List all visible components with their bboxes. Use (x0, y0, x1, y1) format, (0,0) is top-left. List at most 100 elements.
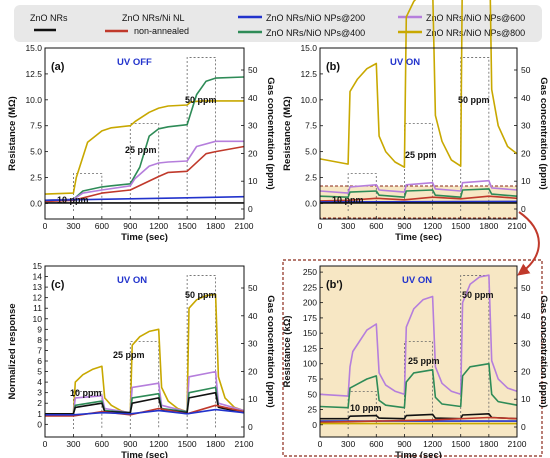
uv-mode-label: UV ON (390, 57, 420, 68)
concentration-step-2 (129, 122, 160, 211)
y-tick-label: 10.0 (25, 95, 42, 105)
x-tick-label: 0 (43, 439, 48, 449)
y-tick-label: 2.5 (305, 173, 317, 183)
y-tick-label: 150 (303, 328, 317, 338)
series-line-zno-nrs-ni-nl (44, 145, 245, 203)
y2-tick-label: 50 (248, 65, 258, 75)
y2-tick-label: 10 (521, 394, 531, 404)
plot-area (45, 48, 244, 219)
y2-tick-label: 50 (521, 283, 531, 293)
y2-tick-label: 20 (248, 148, 258, 158)
y-tick-label: 7.5 (30, 121, 42, 131)
y-axis-title: Resistance (kΩ) (282, 315, 293, 387)
y-tick-label: 175 (303, 313, 317, 323)
concentration-step-3 (186, 275, 216, 429)
x-tick-label: 900 (123, 221, 137, 231)
x-tick-label: 1200 (423, 221, 442, 231)
y-tick-label: 1 (37, 409, 42, 419)
x-tick-label: 1500 (451, 221, 470, 231)
y2-tick-label: 20 (248, 366, 258, 376)
y-tick-label: 2 (37, 398, 42, 408)
x-tick-label: 1500 (178, 221, 197, 231)
x-tick-label: 2100 (235, 439, 254, 449)
x-tick-label: 600 (95, 439, 109, 449)
plot-frame (44, 265, 245, 438)
x-tick-label: 300 (66, 221, 80, 231)
x-tick-label: 300 (341, 221, 355, 231)
series-line-zno-nrs-nio-nps-600 (44, 140, 244, 202)
x-tick-label: 2100 (235, 221, 254, 231)
series-line-zno-nrs-nio-nps-600 (45, 370, 245, 415)
series-line-zno-nrs-nio-nps-400 (45, 386, 245, 415)
x-tick-label: 900 (397, 221, 411, 231)
y-tick-label: 15 (33, 261, 43, 271)
y-tick-label: 12.5 (25, 69, 42, 79)
y-tick-label: 7 (37, 345, 42, 355)
panel-label: (c) (51, 279, 65, 291)
y2-axis-title: Gas concentration (ppm) (538, 295, 549, 407)
panel-bprime: 0 300 600 900 1200 1500 1800 210002550751001251… (282, 265, 549, 458)
legend-label-ni-nl: ZnO NRs/Ni NL (122, 13, 185, 23)
x-tick-label: 300 (341, 439, 355, 449)
concentration-step-2 (404, 340, 433, 429)
y2-axis-title: Gas concentration (ppm) (265, 295, 276, 407)
concentration-step-2 (129, 340, 160, 429)
y-tick-label: 10.0 (300, 95, 317, 105)
y-tick-label: 12 (33, 293, 43, 303)
concentration-annotation: 50 ppm (458, 95, 490, 105)
panel-c: 0 300 600 900 1200 1500 1800 210001234567891011… (7, 261, 276, 458)
y-tick-label: 0 (312, 420, 317, 430)
concentration-annotation: 10 ppm (350, 403, 382, 413)
y-tick-label: 5.0 (305, 147, 317, 157)
y-tick-label: 50 (308, 389, 318, 399)
y2-tick-label: 10 (248, 394, 258, 404)
y2-tick-label: 0 (248, 204, 253, 214)
x-tick-label: 0 (318, 439, 323, 449)
y-tick-label: 3 (37, 388, 42, 398)
y-tick-label: 6 (37, 356, 42, 366)
x-tick-label: 1500 (178, 439, 197, 449)
legend-label-200: ZnO NRs/NiO NPs@200 (266, 13, 365, 23)
x-tick-label: 2100 (508, 221, 527, 231)
x-tick-label: 600 (369, 221, 383, 231)
legend-label-400: ZnO NRs/NiO NPs@400 (266, 28, 365, 38)
y-axis-title: Normalized response (7, 303, 18, 399)
concentration-step-3 (186, 57, 216, 211)
y-tick-label: 5 (37, 367, 42, 377)
y-tick-label: 0.0 (30, 198, 42, 208)
y-tick-label: 0.0 (305, 198, 317, 208)
y-tick-label: 2.5 (30, 173, 42, 183)
y2-tick-label: 20 (521, 148, 531, 158)
y2-tick-label: 20 (521, 366, 531, 376)
x-tick-label: 1200 (149, 439, 168, 449)
y2-tick-label: 40 (248, 93, 258, 103)
x-tick-label: 1200 (149, 221, 168, 231)
series-line-zno-nrs-nio-nps-200 (44, 195, 245, 202)
series-line-zno-nrs-nio-nps-200 (319, 200, 518, 203)
concentration-step-1 (73, 391, 103, 429)
x-tick-label: 1800 (206, 221, 225, 231)
uv-mode-label: UV ON (117, 275, 147, 286)
y2-tick-label: 40 (521, 311, 531, 321)
y-tick-label: 8 (37, 335, 42, 345)
y-tick-label: 13 (33, 282, 43, 292)
concentration-annotation: 50 ppm (462, 290, 494, 300)
legend-label-600: ZnO NRs/NiO NPs@600 (426, 13, 525, 23)
y-tick-label: 0 (37, 419, 42, 429)
y-tick-label: 10 (33, 314, 43, 324)
x-axis-title: Time (sec) (395, 232, 442, 243)
y2-tick-label: 30 (521, 121, 531, 131)
y2-tick-label: 40 (521, 93, 531, 103)
y2-tick-label: 50 (248, 283, 258, 293)
y-tick-label: 7.5 (305, 121, 317, 131)
concentration-annotation: 10 ppm (332, 195, 364, 205)
plot-frame (319, 265, 518, 438)
callout-arrow (517, 211, 540, 276)
y2-tick-label: 10 (521, 176, 531, 186)
highlight-frame-bprime (282, 259, 543, 457)
x-tick-label: 1800 (479, 439, 498, 449)
legend-label-zno: ZnO NRs (30, 13, 68, 23)
concentration-step-1 (347, 391, 377, 429)
x-tick-label: 0 (43, 221, 48, 231)
